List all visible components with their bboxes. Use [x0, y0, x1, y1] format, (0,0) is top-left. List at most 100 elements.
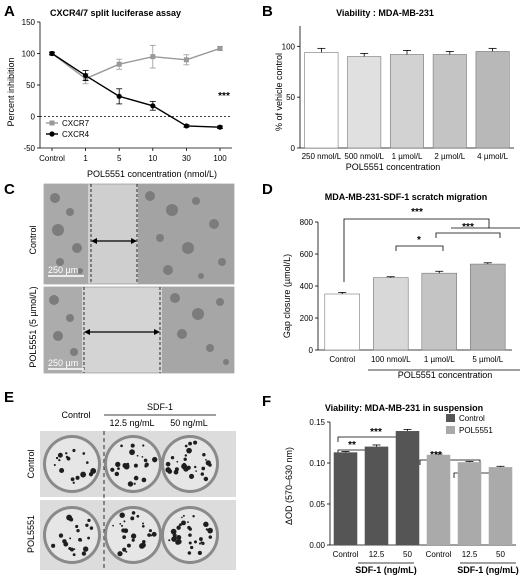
panel-a-plot: -50 0 50 100 150 Control 1 5 10 30 100 CXCR7 CXCR4 [22, 18, 232, 163]
panel-e-row-control: Control [26, 449, 36, 478]
colony [115, 461, 121, 468]
colony [183, 457, 187, 461]
culture-well [107, 438, 159, 490]
scratch-image-pol5551: 250 µm [43, 286, 235, 374]
colony [72, 481, 75, 484]
panel-f-title: Viability: MDA-MB-231 in suspension [325, 403, 483, 413]
colony [151, 531, 157, 537]
panel-a-label: A [4, 3, 15, 20]
colony [58, 459, 61, 462]
panel-a-x-tick-label: 5 [117, 154, 122, 163]
colony [193, 540, 197, 544]
culture-well [46, 509, 98, 561]
colony [120, 444, 123, 448]
colony [53, 463, 56, 467]
panel-a-point-cxcr7 [116, 61, 122, 67]
colony [72, 448, 76, 453]
colony [181, 516, 183, 519]
colony [122, 463, 128, 469]
colony [75, 475, 80, 480]
colony [131, 538, 135, 542]
panel-d-sig-2: * [417, 235, 421, 246]
panel-a-point-cxcr4 [83, 72, 89, 79]
panel-a-legend-label: CXCR7 [62, 119, 90, 128]
colony [129, 449, 135, 456]
colony [141, 524, 145, 528]
colony [201, 541, 205, 546]
colony [170, 528, 177, 535]
colony [65, 455, 69, 459]
colony [188, 527, 192, 531]
colony [126, 543, 131, 548]
panel-f-legend-label: POL5551 [459, 426, 493, 435]
colony [112, 524, 114, 527]
panel-b-x-tick-label: 500 nmol/L [344, 152, 384, 161]
panel-a-point-cxcr4 [49, 50, 55, 57]
panel-d-sig-3: *** [462, 222, 474, 233]
colony [203, 476, 209, 482]
panel-a-point-cxcr4 [150, 103, 156, 109]
panel-d-x-tick-label: Control [329, 355, 355, 364]
colony [85, 523, 89, 527]
panel-d-x-tick-label: 5 µmol/L [472, 355, 503, 364]
colony [119, 522, 122, 525]
colony [90, 473, 93, 476]
panel-f-x-tick-label: Control [426, 550, 452, 559]
panel-e-col-high: 50 ng/mL [170, 418, 208, 428]
colony [59, 468, 65, 474]
panel-d-y-tick-label: 400 [300, 282, 314, 291]
panel-b-ylabel: % of vehicle control [274, 53, 284, 131]
colony [203, 521, 209, 528]
panel-a-point-cxcr4 [217, 124, 223, 130]
colony [193, 440, 198, 445]
colony [65, 452, 68, 455]
colony [208, 535, 213, 539]
panel-a-point-cxcr4 [116, 93, 122, 99]
panel-d-xlabel: POL5551 concentration [398, 370, 493, 380]
panel-f-x-tick-label: 12.5 [462, 550, 478, 559]
culture-well [164, 438, 216, 490]
colony [63, 541, 69, 547]
panel-f-plot: 0.00 0.05 0.10 0.15 Control 12.5 50 Control 12.5… [309, 414, 516, 559]
colony [178, 523, 182, 527]
panel-a-x-tick-label: Control [39, 154, 65, 163]
colony [133, 482, 136, 485]
colony [68, 546, 72, 550]
colony [198, 542, 202, 545]
panel-b-y-tick-label: 100 [282, 42, 296, 51]
colony [187, 551, 192, 555]
culture-well [46, 438, 98, 490]
colony [168, 539, 171, 542]
panel-b-bar [475, 51, 510, 149]
colony [133, 475, 139, 481]
colony [87, 518, 91, 523]
colony [199, 537, 203, 541]
colony [72, 553, 76, 557]
colony [90, 467, 97, 474]
colony [121, 528, 126, 533]
colony [171, 536, 177, 542]
panel-d-label: D [262, 181, 273, 198]
colony [205, 458, 207, 461]
panel-a-point-cxcr4 [183, 123, 189, 129]
panel-a-y-tick-label: 50 [26, 81, 35, 90]
panel-f-legend-label: Control [459, 414, 485, 423]
colony [187, 521, 189, 524]
colony [141, 477, 147, 483]
panel-a-xlabel: POL5551 concentration (nmol/L) [87, 169, 217, 179]
panel-c: C Control POL5551 (5 µmol/L) 250 µm [4, 181, 235, 374]
panel-f-x-tick-label: 12.5 [369, 550, 385, 559]
panel-d-y-tick-label: 600 [300, 250, 314, 259]
colony [181, 463, 188, 470]
panel-d-y-tick-label: 800 [300, 218, 314, 227]
panel-a: A CXCR4/7 split luciferase assay Percent… [4, 3, 232, 179]
colony [188, 533, 192, 537]
panel-e-col-sdf: SDF-1 [147, 402, 173, 412]
panel-f-bar [395, 431, 420, 545]
panel-a-y-tick-label: 150 [22, 18, 36, 27]
colony [127, 481, 134, 487]
panel-f-sig-1: *** [370, 427, 382, 438]
colony [57, 452, 63, 458]
colony [55, 456, 59, 460]
panel-f-legend-swatch [446, 414, 455, 422]
